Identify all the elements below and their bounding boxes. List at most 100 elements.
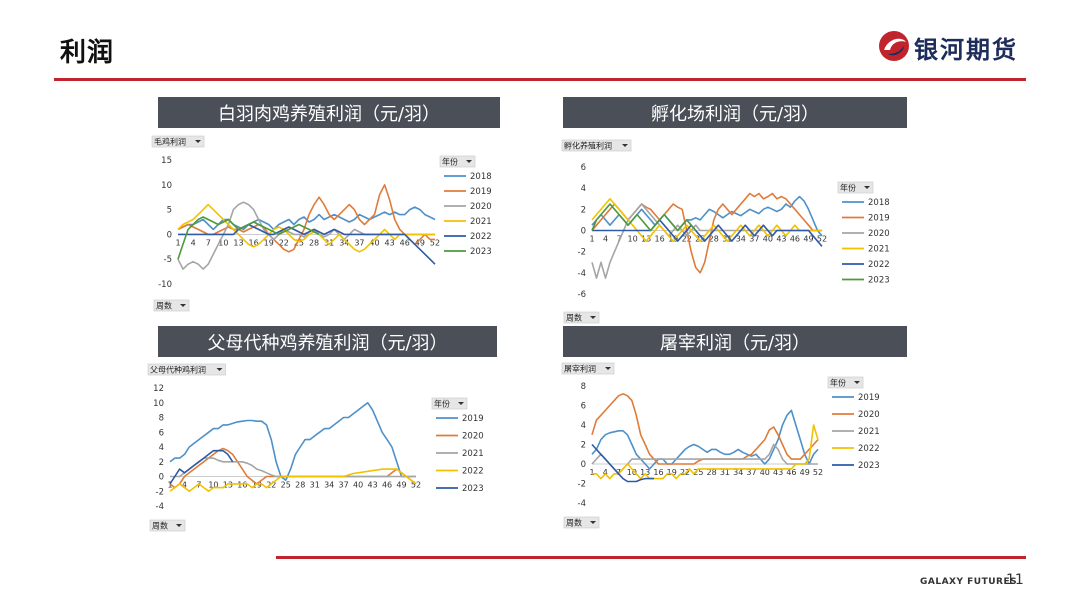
x-tick-label: 19 xyxy=(264,238,274,247)
top-divider xyxy=(54,78,1026,81)
y-tick-label: 2 xyxy=(581,441,586,451)
x-tick-label: 16 xyxy=(653,468,663,477)
y-tick-label: 12 xyxy=(153,384,164,394)
x-tick-label: 37 xyxy=(749,235,759,244)
series-line-2022 xyxy=(592,424,819,480)
legend-label-2022: 2022 xyxy=(462,467,484,477)
x-tick-label: 43 xyxy=(773,468,783,477)
y-tick-label: 6 xyxy=(581,163,586,173)
legend-label-2021: 2021 xyxy=(868,245,890,255)
series-field-pill-label: 毛鸡利润 xyxy=(154,137,186,147)
x-tick-label: 34 xyxy=(733,468,743,477)
series-line-2018 xyxy=(177,206,436,231)
x-tick-label: 34 xyxy=(736,235,746,244)
legend-label-2019: 2019 xyxy=(462,414,484,424)
x-tick-label: 25 xyxy=(695,235,705,244)
page-number: 11 xyxy=(1006,572,1024,588)
x-tick-label: 43 xyxy=(367,481,377,490)
legend-title-pill-arrow-icon xyxy=(854,381,860,384)
x-tick-label: 40 xyxy=(760,468,770,477)
x-tick-label: 19 xyxy=(252,481,262,490)
y-tick-label: 5 xyxy=(167,206,172,216)
y-tick-label: 8 xyxy=(159,414,164,424)
x-tick-label: 22 xyxy=(682,235,692,244)
legend-title-pill-arrow-icon xyxy=(864,186,870,189)
series-line-2020 xyxy=(169,447,417,489)
legend-label-2022: 2022 xyxy=(868,260,890,270)
legend-label-2023: 2023 xyxy=(858,461,880,471)
legend-title-pill-arrow-icon xyxy=(466,160,472,163)
footer-brand: GALAXY FUTURES xyxy=(920,577,1018,587)
galaxy-futures-logo: 银河期货 xyxy=(876,28,1036,64)
series-field-pill-box xyxy=(151,135,205,148)
y-tick-label: 15 xyxy=(161,156,172,166)
x-tick-label: 52 xyxy=(817,235,827,244)
x-tick-label: 16 xyxy=(237,481,247,490)
x-tick-label: 31 xyxy=(310,481,320,490)
y-tick-label: 0 xyxy=(581,227,586,237)
x-tick-label: 46 xyxy=(790,235,800,244)
series-field-pill-box xyxy=(561,362,615,375)
x-tick-label: 49 xyxy=(803,235,813,244)
x-tick-label: 25 xyxy=(693,468,703,477)
x-tick-label: 4 xyxy=(603,235,608,244)
x-tick-label: 46 xyxy=(400,238,410,247)
x-tick-label: 10 xyxy=(218,238,228,247)
week-field-pill-arrow-icon xyxy=(180,304,186,307)
legend-title-pill-box xyxy=(431,397,468,410)
x-tick-label: 28 xyxy=(707,468,717,477)
panel-header-hatchery: 孵化场利润（元/羽） xyxy=(563,97,907,128)
series-field-pill-label: 父母代种鸡利润 xyxy=(150,365,206,375)
y-tick-label: 4 xyxy=(159,443,164,453)
x-tick-label: 31 xyxy=(722,235,732,244)
y-tick-label: -4 xyxy=(578,269,586,279)
series-field-pill-box xyxy=(147,363,226,376)
week-field-pill-label: 周数 xyxy=(566,313,582,323)
legend-label-2022: 2022 xyxy=(858,444,880,454)
x-tick-label: 4 xyxy=(191,238,196,247)
week-field-pill: 周数 xyxy=(153,299,190,312)
x-tick-label: 13 xyxy=(233,238,243,247)
week-field-pill-arrow-icon xyxy=(590,316,596,319)
series-field-pill-arrow-icon xyxy=(605,367,611,370)
week-field-pill-label: 周数 xyxy=(156,301,172,311)
legend-label-2019: 2019 xyxy=(470,187,492,197)
y-tick-label: -4 xyxy=(156,502,164,512)
x-tick-label: 52 xyxy=(813,468,823,477)
y-tick-label: -10 xyxy=(158,280,172,290)
series-line-2021 xyxy=(591,443,818,475)
galaxy-logo-icon xyxy=(879,31,909,61)
panel-header-breeder: 父母代种鸡养殖利润（元/羽） xyxy=(158,326,497,357)
y-tick-label: 6 xyxy=(159,428,164,438)
x-tick-label: 1 xyxy=(589,235,594,244)
x-tick-label: 34 xyxy=(324,481,334,490)
x-tick-label: 22 xyxy=(266,481,276,490)
x-tick-label: 28 xyxy=(295,481,305,490)
legend-label-2021: 2021 xyxy=(462,449,484,459)
series-field-pill-label: 屠宰利润 xyxy=(564,364,596,374)
series-field-pill-label: 孵化养殖利润 xyxy=(564,141,612,151)
legend-title-pill: 年份 xyxy=(827,376,864,389)
x-tick-label: 49 xyxy=(396,481,406,490)
series-field-pill: 毛鸡利润 xyxy=(151,135,205,148)
legend-label-2020: 2020 xyxy=(858,410,880,420)
legend-title-pill-label: 年份 xyxy=(434,399,450,409)
x-tick-label: 13 xyxy=(223,481,233,490)
legend-title-pill-label: 年份 xyxy=(442,157,458,167)
x-tick-label: 4 xyxy=(603,468,608,477)
x-tick-label: 43 xyxy=(385,238,395,247)
x-tick-label: 40 xyxy=(369,238,379,247)
y-tick-label: -2 xyxy=(578,480,586,490)
x-tick-label: 10 xyxy=(208,481,218,490)
x-tick-label: 16 xyxy=(248,238,258,247)
x-tick-label: 49 xyxy=(415,238,425,247)
series-field-pill: 屠宰利润 xyxy=(561,362,615,375)
x-tick-label: 46 xyxy=(382,481,392,490)
week-field-pill-label: 周数 xyxy=(152,521,168,531)
legend-label-2022: 2022 xyxy=(470,232,492,242)
x-tick-label: 37 xyxy=(354,238,364,247)
series-line-2021 xyxy=(177,203,435,253)
x-tick-label: 19 xyxy=(667,468,677,477)
